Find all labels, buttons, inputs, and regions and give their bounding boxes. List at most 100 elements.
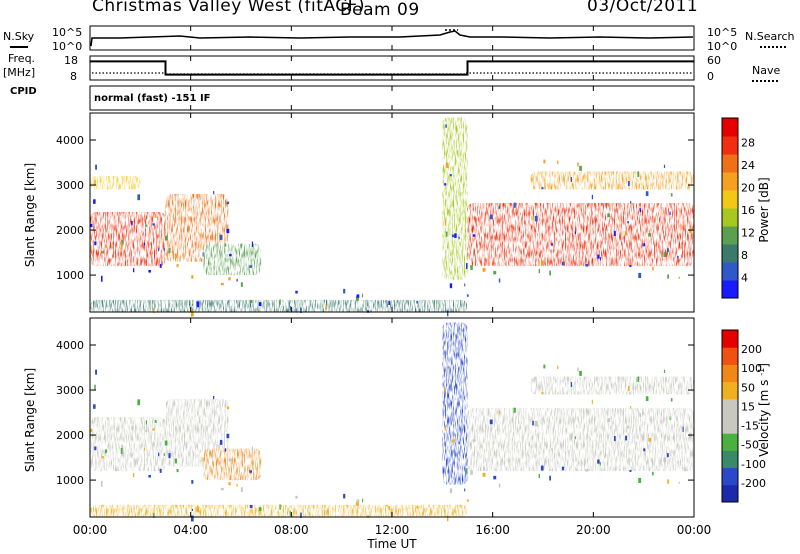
power-echo-region-1	[90, 176, 141, 190]
power-tick-label: 28	[741, 137, 755, 150]
power-ylabel: Slant Range [km]	[23, 163, 37, 267]
velocity-speckle	[549, 475, 551, 481]
velocity-color-step	[722, 433, 738, 451]
date-label: 03/Oct/2011	[587, 0, 699, 16]
velocity-speckle	[143, 447, 146, 451]
velocity-speckle	[219, 439, 223, 445]
velocity-speckle	[164, 440, 168, 446]
power-color-step	[722, 244, 738, 263]
power-speckle	[362, 293, 364, 298]
velocity-echo-region-6	[530, 376, 694, 395]
power-speckle	[132, 268, 135, 273]
power-speckle	[470, 265, 473, 270]
log-bottom-left: 10^0	[52, 40, 82, 53]
velocity-speckle	[577, 367, 579, 372]
power-speckle	[648, 232, 652, 237]
nsky-line	[90, 30, 694, 47]
power-speckle	[120, 242, 123, 249]
x-tick-label: 00:00	[677, 523, 712, 537]
power-speckle	[228, 277, 231, 281]
power-data	[90, 117, 694, 312]
power-speckle	[677, 255, 679, 259]
power-speckle	[638, 272, 642, 278]
power-speckle	[466, 294, 469, 297]
y-tick-label: 4000	[56, 134, 84, 147]
power-speckle	[666, 248, 669, 253]
power-speckle	[191, 303, 194, 306]
velocity-speckle	[663, 369, 666, 373]
power-speckle	[688, 228, 692, 233]
velocity-speckle	[639, 413, 642, 418]
power-speckle	[607, 213, 610, 217]
velocity-speckle	[470, 470, 473, 475]
nave-tick-0: 0	[707, 70, 714, 83]
velocity-speckle	[416, 505, 419, 509]
power-speckle	[279, 299, 281, 305]
power-speckle	[95, 164, 98, 170]
power-speckle	[137, 194, 141, 201]
power-echo-region-0	[90, 212, 166, 267]
velocity-speckle	[489, 419, 493, 425]
power-speckle	[148, 269, 151, 273]
velocity-speckle	[446, 515, 449, 522]
power-speckle	[343, 288, 346, 294]
velocity-speckle	[251, 446, 253, 453]
power-speckle	[482, 267, 486, 272]
x-tick-label: 00:00	[73, 523, 108, 537]
freq-unit-label: [MHz]	[3, 66, 36, 79]
velocity-speckle	[570, 382, 572, 387]
power-speckle	[251, 241, 253, 248]
velocity-speckle	[643, 448, 646, 452]
velocity-speckle	[356, 499, 360, 503]
velocity-speckle	[163, 453, 165, 457]
power-color-step	[722, 172, 738, 191]
velocity-speckle	[493, 475, 497, 480]
velocity-speckle	[464, 488, 466, 492]
velocity-color-step	[722, 484, 738, 503]
velocity-speckle	[145, 420, 147, 425]
power-colorbar: 4 8 12 16 20 24 28	[721, 117, 755, 299]
velocity-speckle	[670, 398, 673, 402]
velocity-speckle	[591, 399, 593, 405]
power-speckle	[579, 165, 582, 171]
power-speckle	[159, 263, 162, 268]
power-speckle	[289, 305, 291, 311]
x-tick-label: 16:00	[475, 523, 510, 537]
power-speckle	[534, 215, 538, 222]
power-speckle	[498, 278, 501, 283]
power-speckle	[444, 220, 447, 226]
power-scale-label: Power [dB]	[757, 177, 771, 242]
power-speckle	[630, 201, 632, 204]
power-speckle	[355, 296, 359, 301]
power-color-step	[722, 226, 738, 245]
power-speckle	[489, 214, 493, 220]
power-speckle	[464, 283, 466, 287]
power-speckle	[561, 261, 565, 266]
velocity-speckle	[446, 367, 449, 374]
power-speckle	[158, 247, 160, 252]
power-echo-region-4	[90, 299, 468, 312]
y-tick-label: 2000	[56, 429, 84, 442]
power-speckle	[627, 181, 630, 186]
velocity-speckle	[543, 364, 546, 369]
velocity-speckle	[93, 404, 96, 409]
velocity-speckle	[388, 506, 390, 510]
nave-dots	[92, 72, 693, 75]
nsearch-legend-line	[760, 46, 786, 48]
x-tick-label: 04:00	[173, 523, 208, 537]
power-speckle	[174, 253, 177, 259]
velocity-speckle	[498, 410, 501, 414]
velocity-speckle	[289, 510, 291, 516]
power-speckle	[90, 223, 93, 228]
power-speckle	[163, 248, 165, 252]
velocity-speckle	[226, 433, 230, 439]
velocity-speckle	[158, 452, 160, 457]
velocity-speckle	[666, 453, 669, 458]
velocity-speckle	[513, 407, 516, 413]
velocity-speckle	[152, 428, 155, 431]
velocity-tick-label: 50	[741, 381, 755, 394]
velocity-speckle	[607, 418, 610, 422]
power-speckle	[625, 230, 628, 236]
log-top-left: 10^5	[52, 26, 82, 39]
power-tick-label: 12	[741, 227, 755, 240]
